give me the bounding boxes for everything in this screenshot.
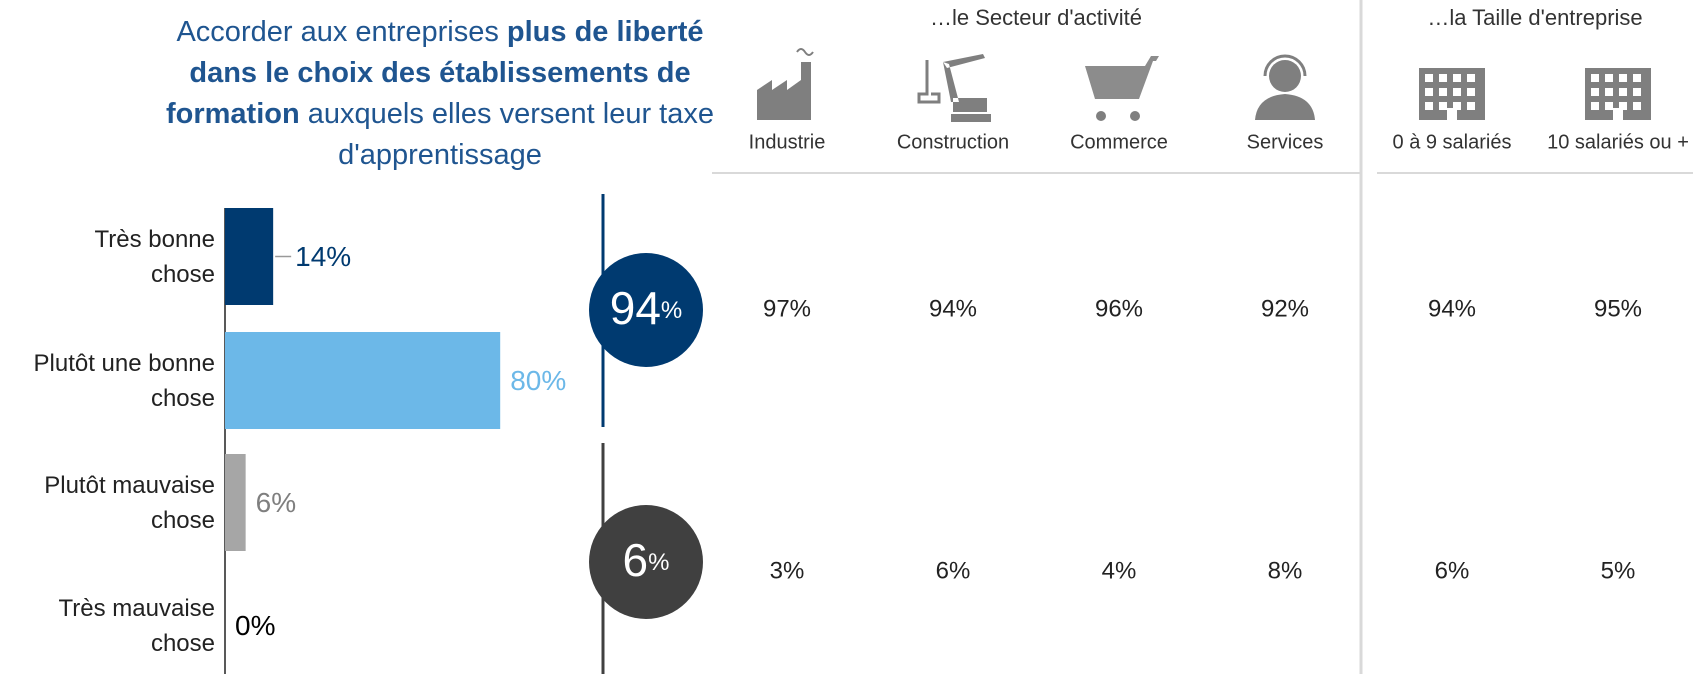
icon-window [1439,102,1447,110]
icon-window [1447,108,1457,120]
title-part: Accorder aux entreprises [176,16,507,48]
bar [225,332,501,429]
value-label: 14% [295,241,351,272]
icon-shape [757,62,811,120]
icon-window [1633,102,1641,110]
category-label: Très bonne chose [94,225,215,288]
title-part: auxquels elles versent leur taxe d'appre… [299,98,714,171]
icon-window [1467,102,1475,110]
cell-value: 92% [1261,295,1309,322]
icon-shape [917,60,941,104]
total-circle [589,253,703,367]
column-label: 10 salariés ou + [1547,131,1689,153]
icon-shape [796,48,814,56]
cell-value: 8% [1268,557,1303,584]
total-number: 6 [623,534,649,586]
column-label: Commerce [1070,131,1168,153]
icon-window [1613,108,1623,120]
icon-shape [943,54,991,122]
category-label: Très mauvaise chose [58,594,216,657]
cell-value: 5% [1601,557,1636,584]
total-circle [589,505,703,619]
icon-shape [1085,56,1159,99]
column-label: Industrie [749,131,826,153]
icon-window [1591,102,1599,110]
icon-window [1453,102,1461,110]
bar [225,208,274,305]
total-unit: % [661,297,682,324]
icon-window [1425,88,1433,96]
title-part: plus de liberté dans le choix des établi… [165,16,704,130]
icon-window [1425,74,1433,82]
icon [1585,68,1651,120]
cell-value: 6% [936,557,971,584]
value-label: 0% [235,610,275,641]
category-label: Plutôt une bonne chose [33,349,216,412]
icon-window [1467,88,1475,96]
total-number: 94 [610,282,661,334]
icon [1085,56,1159,121]
cell-value: 4% [1102,557,1137,584]
icon-window [1453,74,1461,82]
icon-window [1453,88,1461,96]
total-label: 6% [623,534,670,586]
cell-value: 6% [1435,557,1470,584]
group-title: …la Taille d'entreprise [1427,5,1642,30]
cell-value: 95% [1594,295,1642,322]
column-label: 0 à 9 salariés [1393,131,1512,153]
cell-value: 96% [1095,295,1143,322]
chart-title: Accorder aux entreprises plus de liberté… [140,12,740,176]
icon-window [1605,74,1613,82]
icon-window [1439,74,1447,82]
total-label: 94% [610,282,683,334]
cell-value: 94% [1428,295,1476,322]
cell-value: 94% [929,295,977,322]
icon-shape [1130,111,1140,121]
icon-window [1439,88,1447,96]
icon-window [1425,102,1433,110]
category-label: Plutôt mauvaise chose [44,471,215,534]
icon-window [1633,74,1641,82]
value-label: 6% [256,487,296,518]
icon-window [1605,102,1613,110]
column-label: Construction [897,131,1009,153]
icon-window [1619,74,1627,82]
icon [1255,54,1315,120]
icon-window [1619,88,1627,96]
cell-value: 97% [763,295,811,322]
icon-shape [1269,60,1301,92]
icon [917,54,991,122]
icon-shape [1096,111,1106,121]
bar [225,454,246,551]
icon [757,48,814,120]
cell-value: 3% [770,557,805,584]
icon-shape [1263,54,1307,77]
column-label: Services [1247,131,1324,153]
total-unit: % [648,549,669,576]
icon-window [1619,102,1627,110]
icon-window [1605,88,1613,96]
value-label: 80% [510,365,566,396]
icon-shape [1255,94,1315,120]
icon-window [1591,88,1599,96]
icon-window [1633,88,1641,96]
icon-window [1591,74,1599,82]
icon [1419,68,1485,120]
group-title: …le Secteur d'activité [930,5,1142,30]
icon-window [1467,74,1475,82]
